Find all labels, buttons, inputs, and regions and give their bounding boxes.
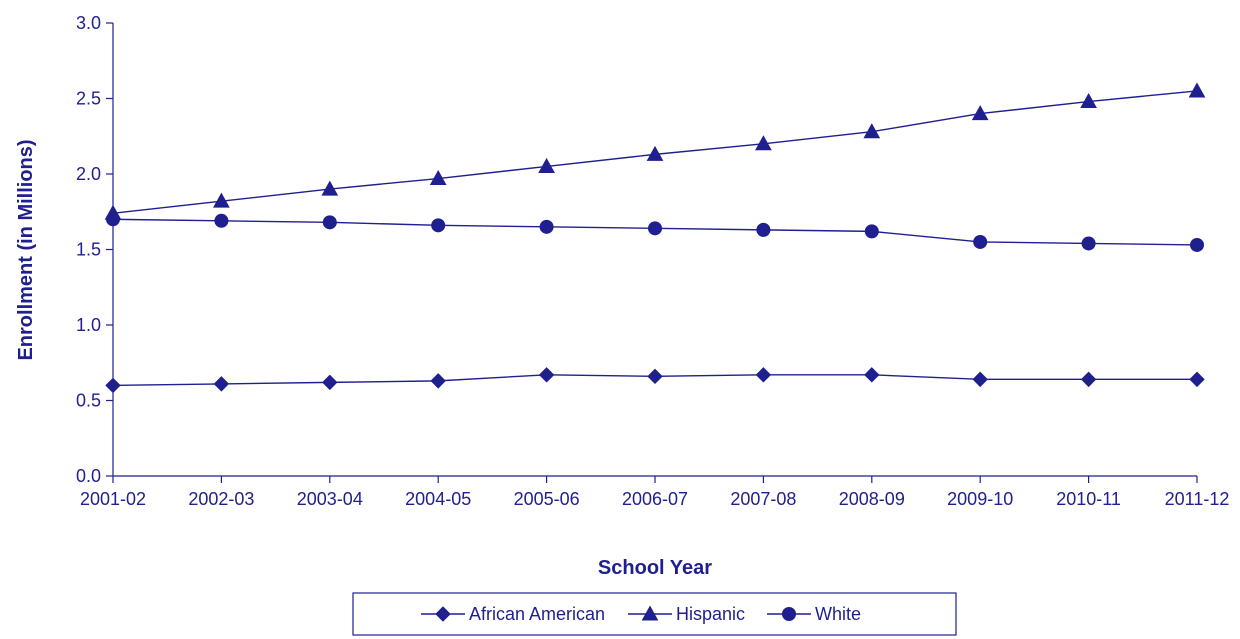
legend-marker-triangle (641, 605, 659, 621)
legend-item-white: White (767, 604, 861, 624)
x-ticks: 2001-02 2002-03 2003-04 2004-05 2005-06 2006-… (80, 476, 1229, 509)
data-point-hispanic (429, 170, 447, 186)
data-point-hispanic (971, 105, 989, 121)
x-tick-label: 2004-05 (405, 489, 471, 509)
axes: 0.0 0.5 1.0 1.5 2.0 2.5 3.0 2001-02 2002-03 2003… (76, 13, 1229, 509)
data-point-african-american (105, 377, 121, 394)
y-tick-label: 0.5 (76, 391, 101, 411)
data-point-african-american (538, 367, 555, 383)
data-point-white (539, 219, 554, 234)
x-tick-label: 2009-10 (947, 489, 1013, 509)
data-point-hispanic (321, 180, 339, 196)
data-point-african-american (755, 367, 772, 383)
y-tick-label: 3.0 (76, 13, 101, 33)
series-layer (104, 82, 1206, 394)
data-point-hispanic (1188, 82, 1206, 98)
y-tick-label: 1.0 (76, 315, 101, 335)
data-point-african-american (1080, 371, 1097, 388)
x-tick-label: 2003-04 (297, 489, 363, 509)
x-tick-label: 2001-02 (80, 489, 146, 509)
legend-item-hispanic: Hispanic (628, 604, 745, 624)
x-tick-label: 2011-12 (1165, 489, 1230, 509)
x-tick-label: 2008-09 (839, 489, 905, 509)
x-tick-label: 2007-08 (730, 489, 796, 509)
data-point-white (106, 212, 120, 227)
data-point-hispanic (755, 135, 772, 151)
legend-item-african-american: African American (421, 604, 605, 624)
data-point-white (864, 224, 879, 239)
data-point-african-american (864, 367, 880, 383)
data-point-hispanic (1080, 92, 1097, 109)
series-white (106, 212, 1204, 252)
legend-marker-diamond (435, 606, 451, 622)
data-point-african-american (972, 371, 988, 388)
data-point-white (756, 222, 771, 237)
legend: African American Hispanic White (352, 592, 957, 636)
data-point-hispanic (538, 157, 555, 173)
data-point-hispanic (213, 192, 230, 208)
x-tick-label: 2002-03 (188, 489, 254, 509)
data-point-african-american (322, 374, 338, 391)
data-point-african-american (213, 376, 230, 392)
y-tick-label: 2.5 (76, 89, 101, 109)
x-axis-title: School Year (598, 557, 712, 579)
data-point-white (973, 234, 988, 249)
data-point-hispanic (863, 123, 881, 139)
data-point-white (214, 213, 229, 228)
data-point-white (1190, 237, 1204, 252)
legend-marker-circle (782, 607, 796, 621)
data-point-white (431, 218, 446, 233)
data-point-white (648, 221, 662, 236)
data-point-african-american (1189, 371, 1205, 388)
legend-label: White (815, 604, 861, 624)
y-tick-label: 0.0 (76, 466, 101, 486)
x-tick-label: 2005-06 (514, 489, 580, 509)
data-point-white (322, 215, 337, 230)
legend-label: African American (469, 604, 605, 624)
legend-items: African American Hispanic White (421, 604, 861, 624)
data-point-white (1081, 236, 1096, 251)
data-point-african-american (647, 368, 663, 385)
data-point-african-american (430, 373, 446, 389)
y-axis-title: Enrollment (in Millions) (15, 139, 37, 360)
series-african-american (105, 367, 1205, 394)
legend-label: Hispanic (676, 604, 745, 624)
y-tick-label: 2.0 (76, 164, 101, 184)
x-tick-label: 2006-07 (622, 489, 688, 509)
y-tick-label: 1.5 (76, 240, 101, 260)
series-hispanic (104, 82, 1206, 220)
y-ticks: 0.0 0.5 1.0 1.5 2.0 2.5 3.0 (76, 13, 113, 486)
x-tick-label: 2010-11 (1056, 489, 1121, 509)
data-point-hispanic (646, 145, 664, 161)
